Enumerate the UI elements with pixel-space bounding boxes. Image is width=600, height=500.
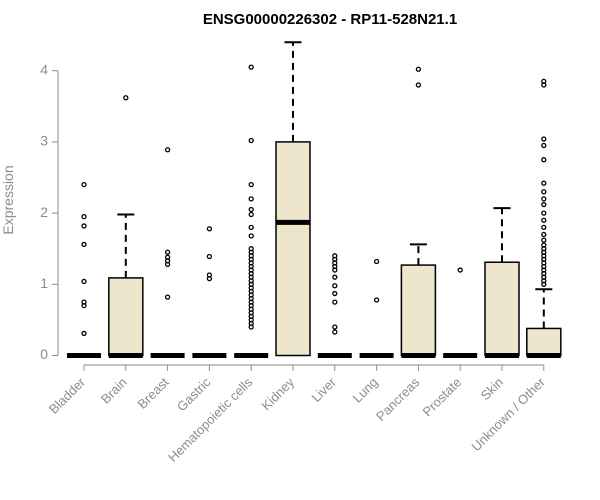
box-body <box>484 261 520 357</box>
outlier-point <box>373 297 380 303</box>
outlier-point <box>332 290 338 297</box>
outlier-point <box>248 206 254 213</box>
outlier-point <box>415 82 422 88</box>
box-body <box>400 264 437 357</box>
outlier-point <box>81 330 87 337</box>
outlier-point <box>541 224 547 230</box>
x-tick-label-brain: Brain <box>98 375 130 407</box>
outlier-point <box>541 78 547 85</box>
x-tick-label-prostate: Prostate <box>419 375 464 420</box>
outlier-point <box>81 278 87 285</box>
box-brain <box>108 95 144 358</box>
outlier-point <box>415 66 422 72</box>
y-axis: 0 1 2 3 4 <box>40 61 59 362</box>
x-tick-label-lung: Lung <box>350 375 381 406</box>
outlier-point <box>248 196 254 202</box>
y-tick-label: 2 <box>40 204 48 220</box>
outlier-point <box>541 210 547 216</box>
outlier-point <box>164 294 171 300</box>
box-bladder <box>67 181 101 358</box>
box-body <box>526 327 562 357</box>
box-pancreas <box>400 66 437 358</box>
x-tick-label-unknown-other: Unknown / Other <box>468 374 548 454</box>
x-tick-label-liver: Liver <box>308 374 339 405</box>
y-axis-label: Expression <box>0 165 16 234</box>
outlier-point <box>373 258 380 265</box>
x-tick-label-kidney: Kidney <box>258 374 297 413</box>
box-liver <box>317 253 352 358</box>
box-body <box>275 141 311 357</box>
outlier-point <box>332 329 338 335</box>
outlier-point <box>457 267 463 273</box>
outlier-point <box>248 211 254 218</box>
boxes-group <box>67 41 562 358</box>
y-tick-label: 1 <box>40 275 48 291</box>
outlier-point <box>164 147 171 153</box>
box-unknown-other <box>526 78 562 358</box>
outlier-point <box>332 253 338 259</box>
box-body <box>108 277 144 357</box>
outlier-point <box>541 136 547 142</box>
outlier-point <box>541 189 547 195</box>
outlier-point <box>81 223 87 229</box>
outlier-point <box>541 242 547 248</box>
outlier-point <box>123 95 129 101</box>
x-tick-label-breast: Breast <box>135 374 172 411</box>
y-tick-label: 4 <box>40 61 48 77</box>
box-gastric <box>192 226 227 358</box>
chart-title: ENSG00000226302 - RP11-528N21.1 <box>203 11 457 28</box>
outlier-point <box>248 233 254 239</box>
outlier-point <box>541 201 547 208</box>
x-tick-label-skin: Skin <box>478 375 506 403</box>
x-tick-label-pancreas: Pancreas <box>373 374 423 424</box>
outlier-point <box>81 181 87 188</box>
outlier-point <box>332 299 338 305</box>
outlier-point <box>332 274 338 280</box>
y-tick-label: 0 <box>40 346 48 362</box>
outlier-point <box>164 249 171 255</box>
outlier-point <box>541 217 547 223</box>
outlier-point <box>248 224 254 230</box>
outlier-point <box>541 180 547 186</box>
outlier-point <box>541 237 547 243</box>
outlier-point <box>541 142 547 149</box>
outlier-point <box>248 246 254 252</box>
outlier-point <box>248 137 254 144</box>
box-skin <box>484 207 520 358</box>
x-tick-label-bladder: Bladder <box>46 374 89 417</box>
outlier-point <box>248 64 254 70</box>
outlier-point <box>81 241 87 248</box>
outlier-point <box>81 299 87 305</box>
outlier-point <box>206 253 213 260</box>
outlier-point <box>541 157 547 163</box>
box-breast <box>150 147 185 358</box>
y-tick-label: 3 <box>40 133 48 149</box>
x-tick-label-gastric: Gastric <box>174 374 214 414</box>
box-kidney <box>275 41 311 357</box>
outlier-point <box>541 196 547 202</box>
outlier-point <box>248 181 254 188</box>
outlier-point <box>206 226 213 232</box>
outlier-point <box>206 272 213 278</box>
outlier-point <box>541 231 547 238</box>
outlier-point <box>81 214 87 220</box>
outlier-point <box>332 283 338 289</box>
outlier-point <box>332 324 338 330</box>
box-prostate <box>443 267 478 358</box>
box-hematopoietic-cells <box>234 64 269 358</box>
box-lung <box>359 258 394 358</box>
outlier-point <box>164 254 171 260</box>
